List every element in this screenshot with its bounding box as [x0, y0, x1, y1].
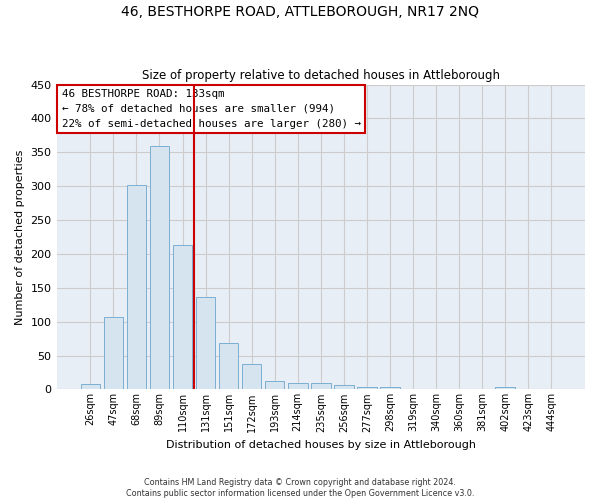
Bar — [127, 186, 146, 390]
Y-axis label: Number of detached properties: Number of detached properties — [15, 150, 25, 324]
Bar — [242, 364, 262, 390]
Bar — [80, 384, 100, 390]
X-axis label: Distribution of detached houses by size in Attleborough: Distribution of detached houses by size … — [166, 440, 476, 450]
Bar — [104, 317, 123, 390]
Text: 46, BESTHORPE ROAD, ATTLEBOROUGH, NR17 2NQ: 46, BESTHORPE ROAD, ATTLEBOROUGH, NR17 2… — [121, 5, 479, 19]
Text: Contains HM Land Registry data © Crown copyright and database right 2024.
Contai: Contains HM Land Registry data © Crown c… — [126, 478, 474, 498]
Title: Size of property relative to detached houses in Attleborough: Size of property relative to detached ho… — [142, 69, 500, 82]
Bar — [196, 296, 215, 390]
Text: 46 BESTHORPE ROAD: 133sqm
← 78% of detached houses are smaller (994)
22% of semi: 46 BESTHORPE ROAD: 133sqm ← 78% of detac… — [62, 89, 361, 128]
Bar — [357, 386, 377, 390]
Bar — [380, 388, 400, 390]
Bar — [311, 382, 331, 390]
Bar — [219, 342, 238, 390]
Bar — [288, 382, 308, 390]
Bar — [265, 382, 284, 390]
Bar — [173, 245, 193, 390]
Bar — [334, 386, 353, 390]
Bar — [149, 146, 169, 390]
Bar — [496, 386, 515, 390]
